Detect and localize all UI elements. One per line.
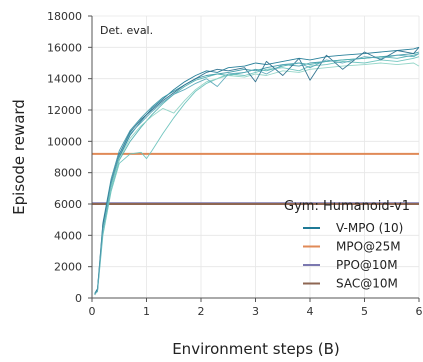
x-tick-label: 0 — [89, 305, 96, 318]
annotation-label: Det. eval. — [100, 24, 153, 37]
legend: Gym: Humanoid-v1 V-MPO (10) MPO@25M PPO@10… — [284, 199, 410, 291]
v-mpo-run-line-5 — [94, 62, 420, 296]
y-tick-label: 12000 — [47, 104, 82, 117]
y-tick-label: 16000 — [47, 41, 82, 54]
x-tick-label: 3 — [252, 305, 259, 318]
grid — [92, 15, 420, 298]
series-lines — [94, 46, 420, 296]
legend-label: SAC@10M — [336, 277, 398, 291]
y-tick-label: 0 — [75, 292, 82, 305]
baseline-lines — [92, 152, 419, 205]
y-tick-label: 6000 — [54, 198, 82, 211]
legend-label: PPO@10M — [336, 258, 398, 272]
v-mpo-run-line-6 — [94, 47, 420, 295]
y-axis-label: Episode reward — [10, 99, 28, 215]
y-tick-label: 2000 — [54, 261, 82, 274]
y-tick-label: 14000 — [47, 73, 82, 86]
y-tick-label: 4000 — [54, 229, 82, 242]
tick-labels: 0 2000 4000 6000 8000 10000 12000 14000 16000 180… — [47, 10, 423, 318]
v-mpo-run-line-3 — [94, 53, 420, 296]
y-tick-label: 8000 — [54, 167, 82, 180]
y-tick-label: 10000 — [47, 135, 82, 148]
x-axis-label: Environment steps (B) — [172, 340, 340, 358]
x-tick-label: 2 — [198, 305, 205, 318]
legend-entries: V-MPO (10) MPO@25M PPO@10M SAC@10M — [303, 221, 403, 291]
v-mpo-run-line-7 — [94, 53, 420, 295]
x-tick-label: 1 — [143, 305, 150, 318]
legend-label: MPO@25M — [336, 240, 401, 254]
legend-title: Gym: Humanoid-v1 — [284, 199, 410, 214]
x-tick-label: 6 — [416, 305, 423, 318]
y-tick-label: 18000 — [47, 10, 82, 23]
x-tick-label: 4 — [307, 305, 314, 318]
legend-label: V-MPO (10) — [336, 221, 403, 235]
x-tick-label: 5 — [361, 305, 368, 318]
